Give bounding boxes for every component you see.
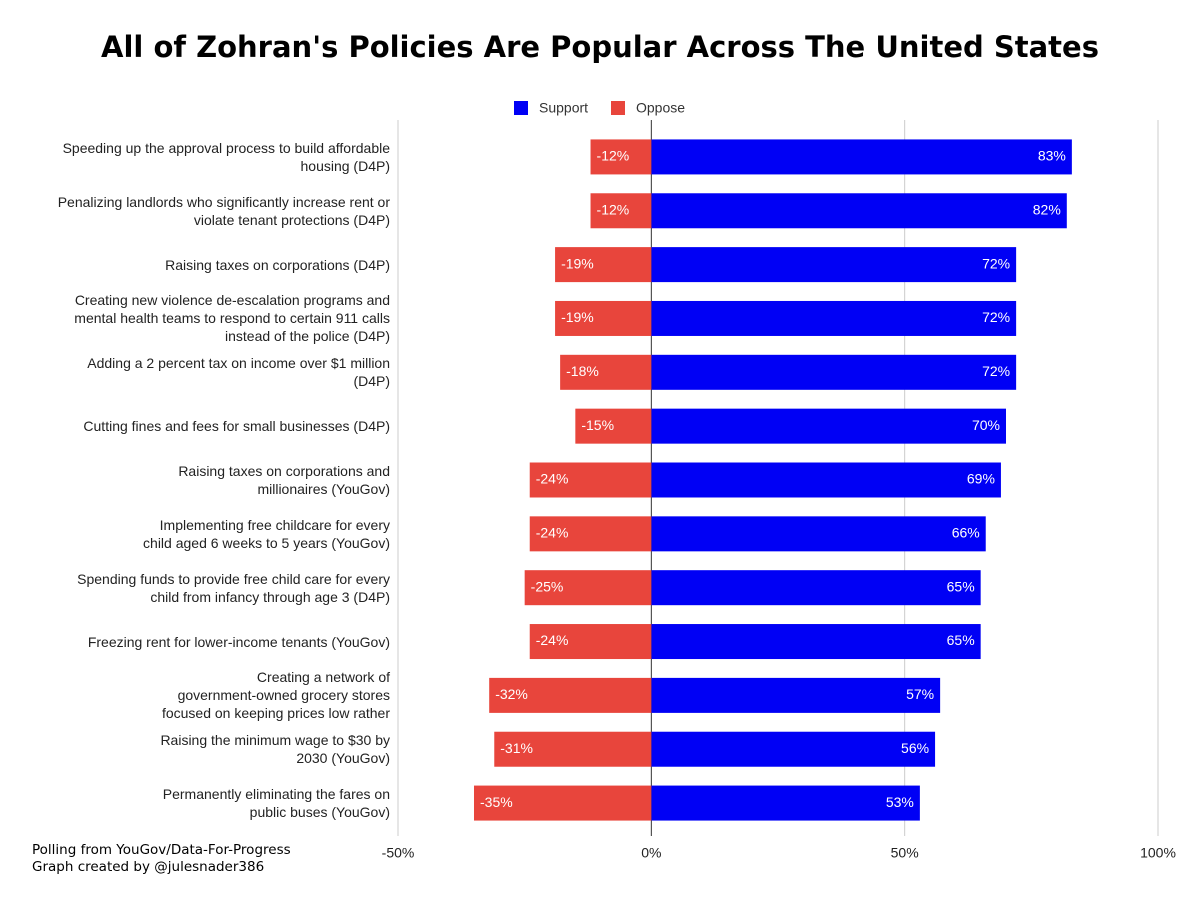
- value-label: -31%: [500, 740, 533, 756]
- value-label: -19%: [561, 255, 594, 271]
- bar: [590, 139, 652, 175]
- category-label: Creating a network of government-owned g…: [161, 669, 390, 722]
- value-label: 66%: [952, 525, 980, 541]
- value-label: 65%: [947, 578, 975, 594]
- value-label: 57%: [906, 686, 934, 702]
- bar: [590, 193, 652, 229]
- value-label: -25%: [531, 578, 564, 594]
- value-label: -18%: [566, 363, 599, 379]
- category-label: Speeding up the approval process to buil…: [62, 139, 390, 174]
- value-label: 72%: [982, 255, 1010, 271]
- bar: [555, 300, 652, 336]
- bar: [651, 300, 1017, 336]
- bar: [651, 139, 1072, 175]
- category-label: Raising taxes on corporations (D4P): [165, 256, 390, 273]
- value-label: -24%: [536, 471, 569, 487]
- value-label: -24%: [536, 632, 569, 648]
- bar: [494, 731, 652, 767]
- value-label: 83%: [1038, 148, 1066, 164]
- bar: [560, 354, 652, 390]
- value-label: 69%: [967, 471, 995, 487]
- category-label: Cutting fines and fees for small busines…: [83, 418, 390, 435]
- bar: [651, 354, 1017, 390]
- legend-label: Oppose: [636, 100, 685, 116]
- chart-title: All of Zohran's Policies Are Popular Acr…: [101, 30, 1099, 64]
- value-label: 72%: [982, 309, 1010, 325]
- bar: [651, 624, 981, 660]
- bar: [651, 731, 936, 767]
- category-label: Implementing free childcare for every ch…: [143, 516, 390, 551]
- bar: [651, 193, 1067, 229]
- bar: [651, 570, 981, 606]
- footnote: Graph created by @julesnader386: [32, 859, 265, 875]
- category-label: Spending funds to provide free child car…: [77, 570, 390, 605]
- bar: [529, 462, 652, 498]
- value-label: -35%: [480, 794, 513, 810]
- category-label: Adding a 2 percent tax on income over $1…: [87, 355, 390, 390]
- category-label: Creating new violence de-escalation prog…: [74, 292, 390, 345]
- footnote: Polling from YouGov/Data-For-Progress: [32, 842, 291, 858]
- category-label: Permanently eliminating the fares on pub…: [162, 786, 390, 821]
- bar: [489, 677, 652, 713]
- value-label: -12%: [597, 148, 630, 164]
- bar: [651, 462, 1001, 498]
- value-label: -32%: [495, 686, 528, 702]
- bar: [555, 247, 652, 283]
- category-label: Raising the minimum wage to $30 by 2030 …: [160, 732, 390, 767]
- value-label: 56%: [901, 740, 929, 756]
- legend-label: Support: [539, 100, 588, 116]
- value-label: -19%: [561, 309, 594, 325]
- bar: [474, 785, 652, 821]
- bar: [651, 408, 1006, 444]
- category-label: Penalizing landlords who significantly i…: [57, 193, 390, 228]
- legend-swatch: [611, 101, 625, 115]
- bar: [651, 247, 1017, 283]
- bar: [529, 516, 652, 552]
- value-label: 65%: [947, 632, 975, 648]
- bar: [524, 570, 652, 606]
- value-label: -15%: [581, 417, 614, 433]
- bar: [651, 677, 941, 713]
- x-tick-label: 50%: [891, 845, 919, 861]
- value-label: 70%: [972, 417, 1000, 433]
- value-label: 72%: [982, 363, 1010, 379]
- x-tick-label: -50%: [382, 845, 415, 861]
- value-label: -12%: [597, 201, 630, 217]
- bar: [529, 624, 652, 660]
- value-label: 82%: [1033, 201, 1061, 217]
- category-label: Freezing rent for lower-income tenants (…: [87, 633, 390, 650]
- bar: [651, 516, 986, 552]
- value-label: 53%: [886, 794, 914, 810]
- x-tick-label: 0%: [641, 845, 661, 861]
- value-label: -24%: [536, 525, 569, 541]
- category-label: Raising taxes on corporations and millio…: [178, 463, 390, 497]
- bar: [575, 408, 652, 444]
- bar: [651, 785, 920, 821]
- legend-swatch: [514, 101, 528, 115]
- x-tick-label: 100%: [1140, 845, 1176, 861]
